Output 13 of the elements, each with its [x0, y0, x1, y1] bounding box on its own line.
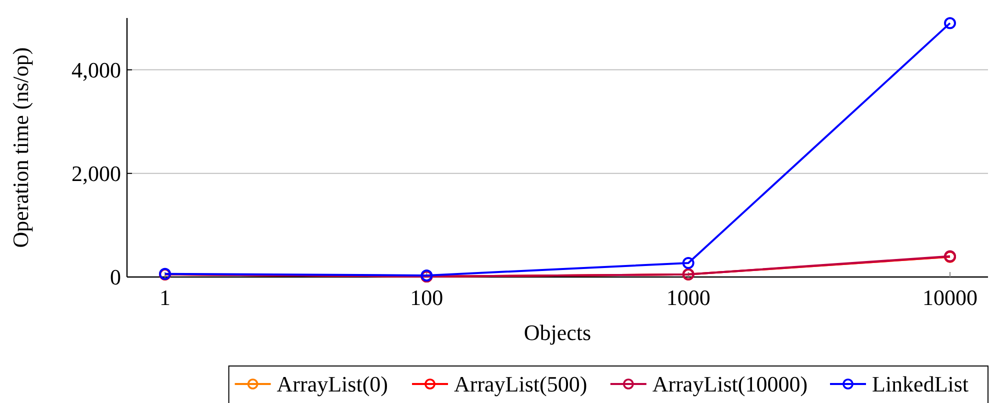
- y-tick-label: 4,000: [72, 58, 121, 82]
- legend-label: ArrayList(0): [276, 372, 388, 397]
- y-tick-label: 0: [110, 264, 121, 290]
- legend-label: ArrayList(500): [454, 372, 588, 397]
- x-tick-label: 100: [410, 285, 444, 310]
- y-tick-label: 2,000: [72, 161, 121, 186]
- legend-label: LinkedList: [872, 372, 969, 397]
- x-axis-title: Objects: [524, 320, 592, 345]
- x-tick-label: 1: [160, 285, 170, 310]
- y-axis-title: Operation time (ns/op): [8, 47, 33, 248]
- x-tick-label: 10000: [922, 285, 978, 310]
- legend-label: ArrayList(10000): [652, 372, 808, 397]
- x-tick-label: 1000: [666, 285, 710, 310]
